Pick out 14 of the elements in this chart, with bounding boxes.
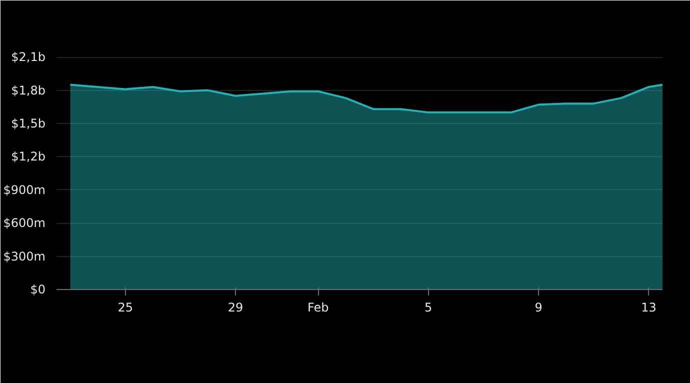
y-tick-label: $2,1b xyxy=(11,50,46,64)
y-tick-label: $1,5b xyxy=(11,116,46,130)
x-tick-label: 9 xyxy=(534,300,542,314)
y-tick-label: $900m xyxy=(3,182,46,197)
y-tick-label: $300m xyxy=(3,249,46,264)
y-tick-label: $600m xyxy=(3,216,46,230)
x-tick-label: 25 xyxy=(118,300,134,314)
x-tick-label: 13 xyxy=(641,300,656,314)
x-tick-label: Feb xyxy=(308,300,329,314)
x-tick-label: 5 xyxy=(424,300,432,314)
x-tick-label: 29 xyxy=(228,300,244,314)
y-tick-label: $0 xyxy=(30,282,46,296)
y-tick-label: $1,8b xyxy=(11,83,46,98)
y-tick-label: $1,2b xyxy=(11,150,46,164)
